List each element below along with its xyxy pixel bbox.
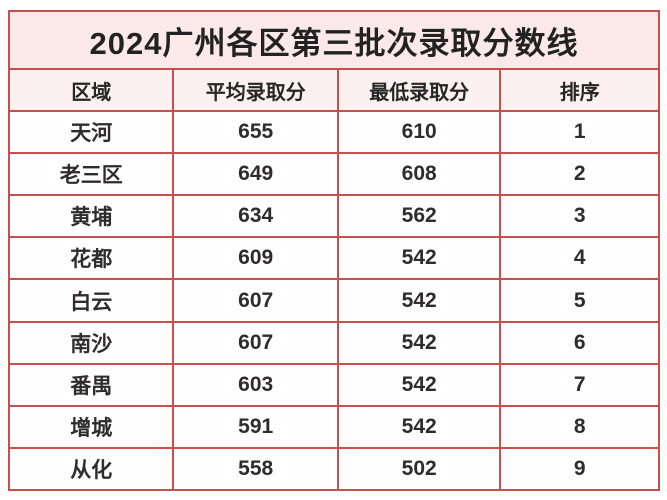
average-score: 609: [174, 238, 337, 279]
rank-value: 7: [501, 364, 658, 405]
region-name: 天河: [10, 112, 173, 153]
region-name: 番禺: [10, 364, 173, 405]
average-score: 649: [174, 154, 337, 195]
region-name: 从化: [10, 448, 173, 489]
minimum-score: 610: [338, 112, 500, 153]
column-header-average-score: 平均录取分: [174, 70, 337, 111]
minimum-score: 542: [338, 280, 500, 321]
rank-value: 5: [501, 280, 658, 321]
minimum-score: 608: [338, 154, 500, 195]
average-score: 591: [174, 406, 337, 447]
average-score: 607: [174, 280, 337, 321]
minimum-score: 542: [338, 364, 500, 405]
average-score: 607: [174, 322, 337, 363]
region-name: 增城: [10, 406, 173, 447]
column-header-region: 区域: [10, 70, 173, 111]
average-score: 655: [174, 112, 337, 153]
rank-value: 6: [501, 322, 658, 363]
rank-value: 9: [501, 448, 658, 489]
region-name: 花都: [10, 238, 173, 279]
rank-value: 8: [501, 406, 658, 447]
region-name: 南沙: [10, 322, 173, 363]
score-table: 2024广州各区第三批次录取分数线 区域 平均录取分 最低录取分 排序 天河 6…: [8, 10, 660, 491]
rank-value: 4: [501, 238, 658, 279]
region-name: 白云: [10, 280, 173, 321]
rank-value: 2: [501, 154, 658, 195]
average-score: 634: [174, 196, 337, 237]
minimum-score: 562: [338, 196, 500, 237]
region-name: 黄埔: [10, 196, 173, 237]
minimum-score: 542: [338, 238, 500, 279]
score-grid: 区域 平均录取分 最低录取分 排序 天河 655 610 1 老三区 649 6…: [10, 70, 658, 489]
rank-value: 3: [501, 196, 658, 237]
minimum-score: 542: [338, 406, 500, 447]
column-header-minimum-score: 最低录取分: [338, 70, 500, 111]
rank-value: 1: [501, 112, 658, 153]
region-name: 老三区: [10, 154, 173, 195]
average-score: 603: [174, 364, 337, 405]
minimum-score: 502: [338, 448, 500, 489]
average-score: 558: [174, 448, 337, 489]
page-title: 2024广州各区第三批次录取分数线: [10, 12, 658, 68]
column-header-rank: 排序: [501, 70, 658, 111]
minimum-score: 542: [338, 322, 500, 363]
